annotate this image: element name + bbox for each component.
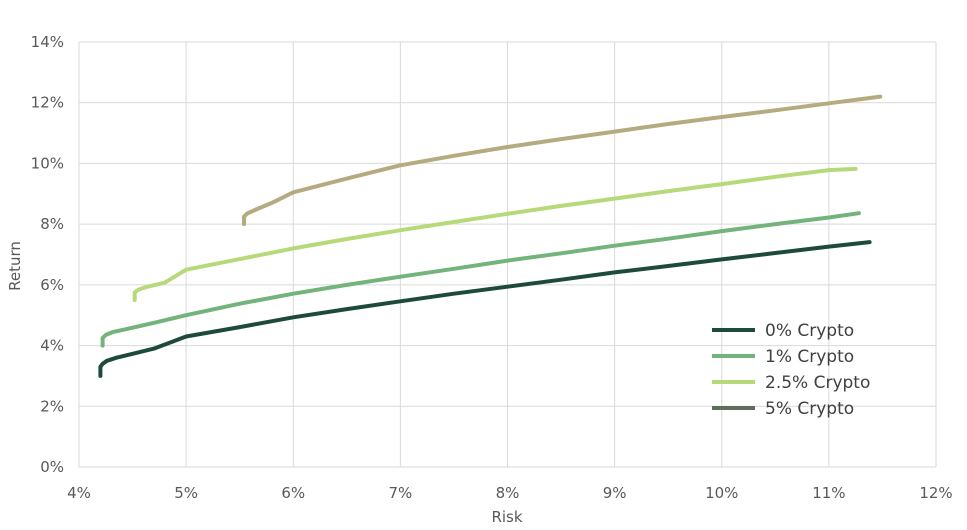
legend: 0% Crypto 1% Crypto 2.5% Crypto 5% Crypto xyxy=(712,321,870,419)
x-tick-label: 11% xyxy=(812,484,845,502)
x-tick-label: 10% xyxy=(705,484,738,502)
y-axis-title: Return xyxy=(6,241,24,291)
legend-label: 2.5% Crypto xyxy=(765,373,870,393)
y-tick-label: 8% xyxy=(40,215,64,233)
y-tick-label: 6% xyxy=(40,276,64,294)
x-tick-label: 4% xyxy=(67,484,91,502)
y-tick-label: 4% xyxy=(40,337,64,355)
x-axis-title: Risk xyxy=(491,508,522,526)
x-tick-label: 8% xyxy=(496,484,520,502)
series-line-1 xyxy=(100,211,861,348)
y-tick-label: 0% xyxy=(40,458,64,476)
y-tick-label: 2% xyxy=(40,397,64,415)
series-line-0 xyxy=(98,240,872,378)
x-tick-label: 12% xyxy=(919,484,952,502)
tick-labels: 0% 2% 4% 6% 8% 10% 12% 14% 4% 5% 6% 7% 8% 9% 10% 11% 12% xyxy=(31,33,953,502)
y-tick-label: 14% xyxy=(31,33,64,51)
series-line-2 xyxy=(132,166,858,302)
x-tick-label: 6% xyxy=(281,484,305,502)
x-tick-label: 7% xyxy=(388,484,412,502)
series-line-3 xyxy=(242,94,883,227)
legend-label: 0% Crypto xyxy=(765,321,854,341)
x-tick-label: 9% xyxy=(603,484,627,502)
legend-label: 1% Crypto xyxy=(765,347,854,367)
y-tick-label: 12% xyxy=(31,94,64,112)
y-tick-label: 10% xyxy=(31,154,64,172)
x-tick-label: 5% xyxy=(174,484,198,502)
legend-label: 5% Crypto xyxy=(765,399,854,419)
series-lines xyxy=(98,94,883,378)
gridlines xyxy=(78,41,937,468)
